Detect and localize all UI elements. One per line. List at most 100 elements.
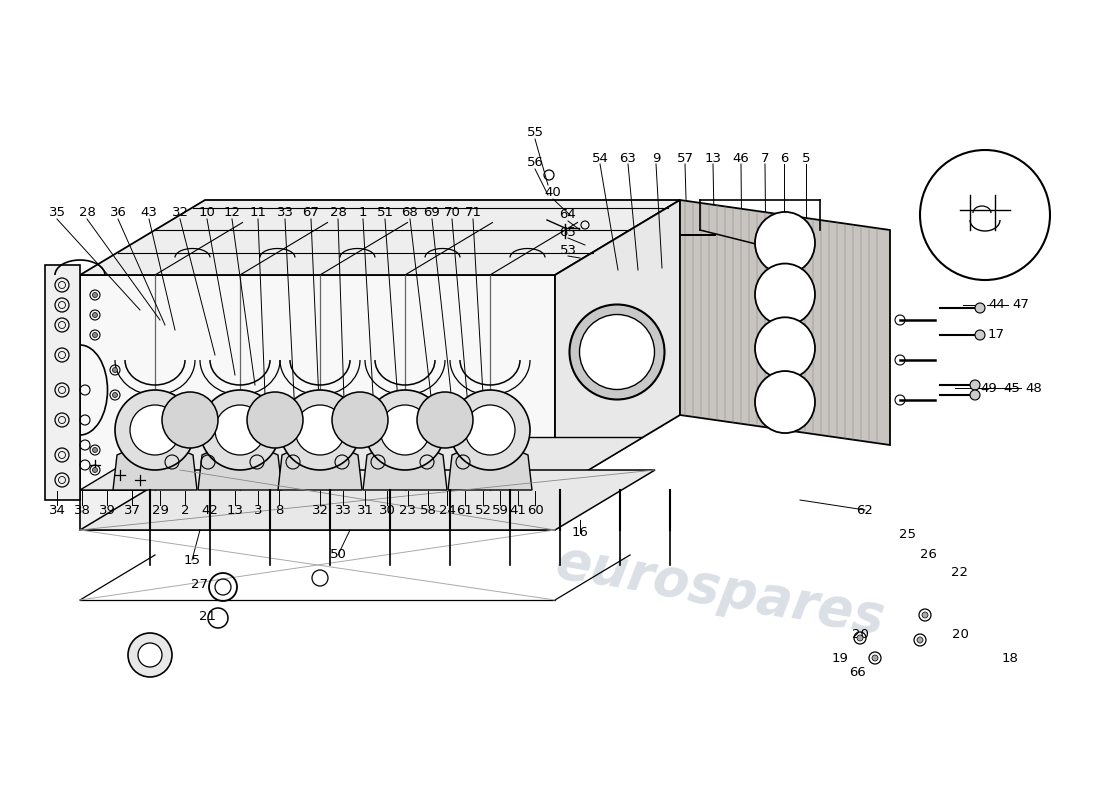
Circle shape xyxy=(248,392,302,448)
Text: 18: 18 xyxy=(1002,651,1019,665)
Text: 50: 50 xyxy=(330,549,346,562)
Text: 16: 16 xyxy=(572,526,588,539)
Polygon shape xyxy=(80,200,680,275)
Circle shape xyxy=(975,330,984,340)
Ellipse shape xyxy=(755,212,815,274)
Text: 33: 33 xyxy=(276,206,294,219)
Circle shape xyxy=(970,390,980,400)
Text: 7: 7 xyxy=(761,151,769,165)
Text: 36: 36 xyxy=(110,206,126,219)
Text: 2: 2 xyxy=(180,505,189,518)
Text: 53: 53 xyxy=(560,243,576,257)
Text: eurospares: eurospares xyxy=(551,535,889,645)
Polygon shape xyxy=(680,200,890,445)
Text: 13: 13 xyxy=(704,151,722,165)
Text: 41: 41 xyxy=(509,505,527,518)
Text: 48: 48 xyxy=(1025,382,1042,394)
Polygon shape xyxy=(198,438,282,490)
Text: 68: 68 xyxy=(402,206,418,219)
Text: 1: 1 xyxy=(359,206,367,219)
Circle shape xyxy=(922,612,928,618)
Text: 45: 45 xyxy=(1003,382,1020,394)
Text: 20: 20 xyxy=(851,629,868,642)
Circle shape xyxy=(214,405,265,455)
Ellipse shape xyxy=(755,263,815,326)
Circle shape xyxy=(417,392,473,448)
Polygon shape xyxy=(448,438,532,490)
Circle shape xyxy=(280,390,360,470)
Circle shape xyxy=(112,393,118,398)
Text: 23: 23 xyxy=(399,505,417,518)
Polygon shape xyxy=(45,265,80,500)
Text: 28: 28 xyxy=(330,206,346,219)
Polygon shape xyxy=(363,438,447,490)
Text: 13: 13 xyxy=(227,505,243,518)
Circle shape xyxy=(200,390,280,470)
Text: 40: 40 xyxy=(544,186,561,199)
Text: 42: 42 xyxy=(201,505,219,518)
Text: 14: 14 xyxy=(140,646,156,658)
Circle shape xyxy=(920,150,1050,280)
Text: 57: 57 xyxy=(676,151,693,165)
Text: 51: 51 xyxy=(376,206,394,219)
Circle shape xyxy=(162,392,218,448)
Circle shape xyxy=(138,643,162,667)
Text: 5: 5 xyxy=(802,151,811,165)
Text: 55: 55 xyxy=(527,126,543,139)
Polygon shape xyxy=(80,490,556,530)
Circle shape xyxy=(365,390,446,470)
Text: 29: 29 xyxy=(152,505,168,518)
Text: 32: 32 xyxy=(172,206,188,219)
Text: 46: 46 xyxy=(733,151,749,165)
Text: 32: 32 xyxy=(311,505,329,518)
Text: 64: 64 xyxy=(560,209,576,222)
Text: 22: 22 xyxy=(952,566,968,579)
Text: 24: 24 xyxy=(439,505,455,518)
Polygon shape xyxy=(80,438,642,490)
Polygon shape xyxy=(556,200,680,490)
Text: 67: 67 xyxy=(302,206,319,219)
Circle shape xyxy=(917,637,923,643)
Text: 33: 33 xyxy=(334,505,352,518)
Text: 4: 4 xyxy=(1018,191,1026,205)
Text: 52: 52 xyxy=(474,505,492,518)
Text: 21: 21 xyxy=(198,610,216,623)
Text: 44: 44 xyxy=(988,298,1004,311)
Circle shape xyxy=(295,405,345,455)
Text: 61: 61 xyxy=(456,505,473,518)
Text: 43: 43 xyxy=(141,206,157,219)
Text: 70: 70 xyxy=(443,206,461,219)
Text: 8: 8 xyxy=(275,505,283,518)
Ellipse shape xyxy=(755,318,815,379)
Circle shape xyxy=(872,655,878,661)
Text: 54: 54 xyxy=(592,151,608,165)
Text: 35: 35 xyxy=(48,206,66,219)
Circle shape xyxy=(92,313,98,318)
Circle shape xyxy=(975,303,984,313)
Text: 10: 10 xyxy=(199,206,216,219)
Text: 11: 11 xyxy=(250,206,266,219)
Text: 62: 62 xyxy=(857,503,873,517)
Text: 30: 30 xyxy=(378,505,395,518)
Circle shape xyxy=(970,380,980,390)
Ellipse shape xyxy=(755,371,815,433)
Circle shape xyxy=(450,390,530,470)
Text: 15: 15 xyxy=(184,554,200,566)
Text: 71: 71 xyxy=(464,206,482,219)
Circle shape xyxy=(332,392,388,448)
Text: 59: 59 xyxy=(492,505,508,518)
Circle shape xyxy=(128,633,172,677)
Text: 17: 17 xyxy=(988,329,1005,342)
Text: 58: 58 xyxy=(419,505,437,518)
Polygon shape xyxy=(80,275,556,490)
Text: 47: 47 xyxy=(1012,298,1028,311)
Text: 26: 26 xyxy=(920,549,936,562)
Circle shape xyxy=(116,390,195,470)
Circle shape xyxy=(92,467,98,473)
Ellipse shape xyxy=(570,305,664,399)
Circle shape xyxy=(130,405,180,455)
Text: 6: 6 xyxy=(780,151,789,165)
Text: 27: 27 xyxy=(191,578,209,591)
Text: 25: 25 xyxy=(900,529,916,542)
Text: 56: 56 xyxy=(527,157,543,170)
